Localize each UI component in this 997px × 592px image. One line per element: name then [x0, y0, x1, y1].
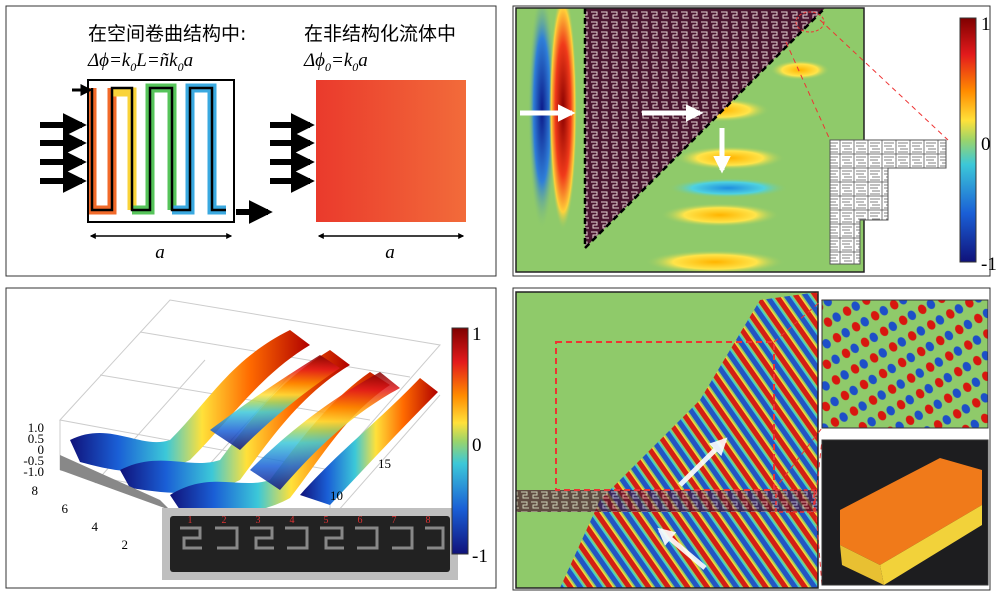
photo-label: 6 — [358, 515, 363, 526]
formula-part: L=ñk — [135, 50, 178, 71]
photo-label: 8 — [426, 515, 431, 526]
photo-label: 4 — [290, 515, 295, 526]
field-b — [516, 0, 864, 274]
panel-a: 在空间卷曲结构中: Δϕ=k0L=ñk0a 在非结构化流体中 Δϕ0=k0a a… — [6, 6, 496, 276]
colorbar-label: -1 — [981, 254, 997, 275]
photo-sample — [170, 516, 450, 572]
formula-part: Δϕ=k — [87, 50, 131, 71]
photo-label: 5 — [324, 515, 329, 526]
y-tick-label: 6 — [62, 501, 69, 516]
colorbar-label: 1 — [981, 14, 991, 35]
panel-d — [513, 288, 990, 590]
zoom-field — [822, 300, 988, 428]
formula: Δϕ=k0L=ñk0a — [87, 50, 193, 74]
colorbar-label: -1 — [472, 546, 488, 567]
heading: 在空间卷曲结构中: — [88, 23, 246, 45]
formula: Δϕ0=k0a — [303, 50, 368, 74]
photo-label: 1 — [188, 515, 193, 526]
y-tick-label: 2 — [122, 537, 129, 552]
width-label: a — [155, 242, 165, 263]
photo-label: 2 — [222, 515, 227, 526]
formula-part: =k — [331, 50, 353, 71]
x-tick-label: 10 — [330, 488, 343, 503]
photo-label: 7 — [392, 515, 397, 526]
figure: 在空间卷曲结构中: Δϕ=k0L=ñk0a 在非结构化流体中 Δϕ0=k0a a… — [0, 0, 997, 592]
panel-b: 1 0 -1 — [513, 0, 997, 276]
fluid-block — [316, 80, 466, 222]
field-d — [516, 292, 818, 588]
x-tick-label: 15 — [378, 456, 391, 471]
formula-part: Δϕ — [303, 50, 325, 71]
colorbar-label: 0 — [472, 435, 482, 456]
colorbar — [960, 18, 976, 262]
photo-label: 3 — [256, 515, 261, 526]
colorbar-label: 0 — [981, 134, 991, 155]
heading: 在非结构化流体中 — [304, 23, 456, 45]
colorbar-label: 1 — [472, 324, 482, 345]
y-tick-label: 8 — [32, 483, 39, 498]
y-tick-label: 4 — [92, 519, 99, 534]
colorbar — [452, 328, 468, 554]
width-label: a — [385, 242, 395, 263]
formula-part: a — [184, 50, 194, 71]
formula-part: a — [358, 50, 368, 71]
z-tick-label: -1.0 — [23, 464, 44, 479]
